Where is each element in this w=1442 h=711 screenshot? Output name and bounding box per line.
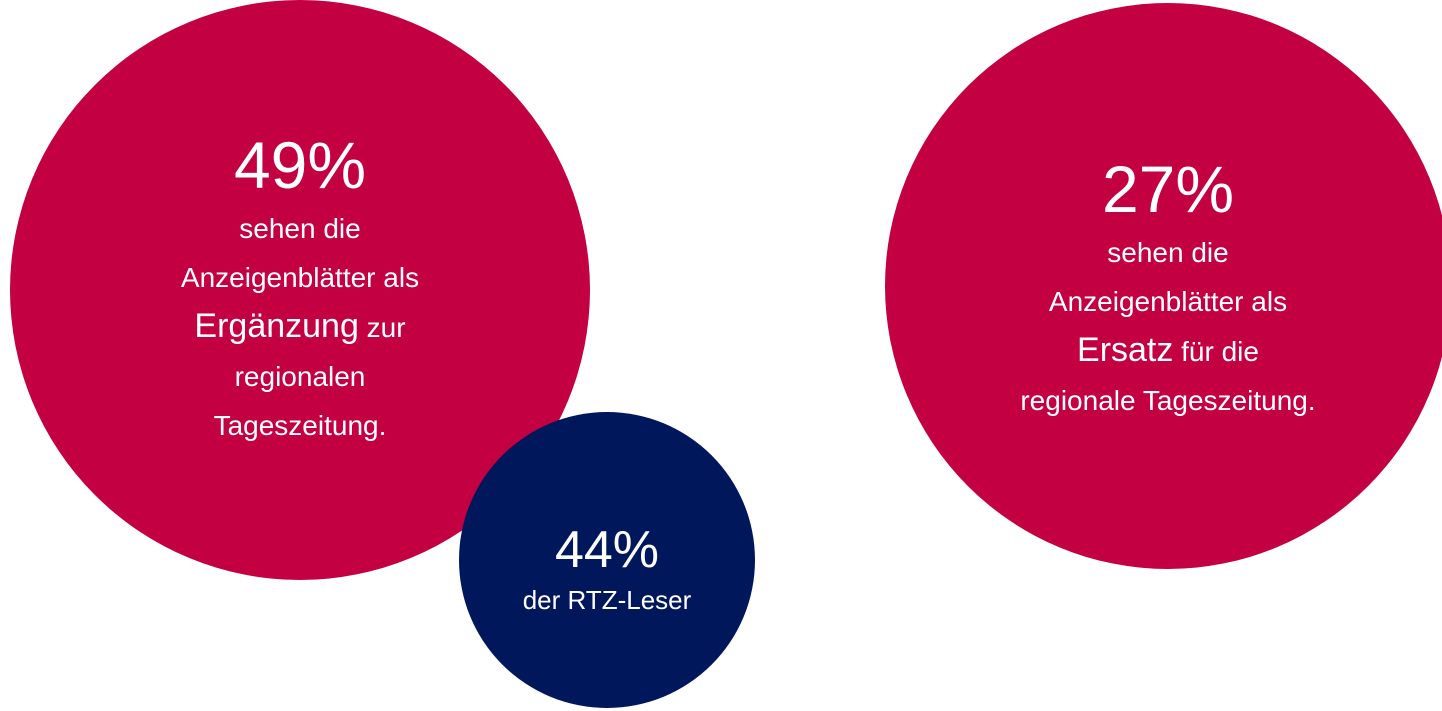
text: regionalen (234, 361, 366, 392)
text: Ergänzung (194, 307, 359, 345)
text: für die (1173, 336, 1259, 367)
text: Anzeigenblätter (1048, 286, 1244, 317)
text-line: regionale Tageszeitung. (968, 376, 1368, 425)
text-line: Anzeigenblätter als (100, 253, 500, 302)
circle-text: 49% sehen die Anzeigenblätter als Ergänz… (100, 126, 500, 450)
text: sehen die (239, 213, 361, 244)
text: der RTZ-Leser (522, 585, 692, 615)
text: regionale Tageszeitung. (1020, 385, 1316, 416)
text: zur (358, 312, 406, 343)
text: als (1243, 286, 1288, 317)
text-line: sehen die (968, 228, 1368, 277)
text: Tageszeitung. (213, 410, 387, 441)
text: Anzeigenblätter (180, 262, 376, 293)
text: Ersatz (1077, 331, 1174, 369)
text-line: Tageszeitung. (100, 401, 500, 450)
text-line: sehen die (100, 204, 500, 253)
text-line: der RTZ-Leser (467, 580, 747, 620)
text-line: Ergänzung zur (100, 302, 500, 352)
percent: 49% (233, 128, 367, 202)
percent: 44% (554, 521, 660, 579)
circle (885, 3, 1442, 569)
circle-text: 27% sehen die Anzeigenblätter als Ersatz… (968, 150, 1368, 425)
text-line: Anzeigenblätter als (968, 277, 1368, 326)
circle-text: 44% der RTZ-Leser (467, 520, 747, 620)
text: als (375, 262, 420, 293)
circle (459, 412, 755, 708)
percent: 27% (1101, 152, 1235, 226)
text: sehen die (1107, 237, 1229, 268)
text-line: Ersatz für die (968, 326, 1368, 376)
text-line: regionalen (100, 352, 500, 401)
